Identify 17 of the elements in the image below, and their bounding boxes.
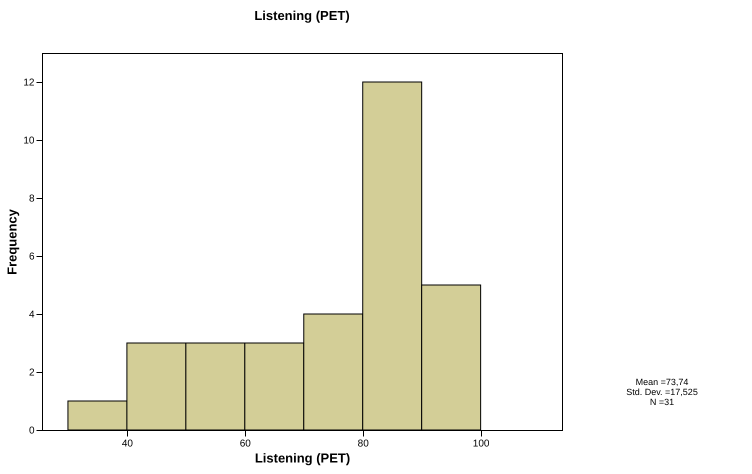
y-tick-label: 4 bbox=[28, 310, 35, 320]
y-tick-label: 8 bbox=[28, 194, 35, 204]
y-axis-title: Frequency bbox=[4, 208, 20, 275]
x-tick-label: 60 bbox=[240, 438, 252, 450]
text: N =31 bbox=[650, 397, 674, 407]
x-tick-label: 100 bbox=[472, 438, 490, 450]
y-tick-label: 2 bbox=[28, 368, 35, 378]
y-tick-label: 10 bbox=[23, 136, 35, 146]
y-tick-label: 0 bbox=[28, 426, 35, 436]
x-tick-label: 80 bbox=[358, 438, 370, 450]
text: Std. Dev. =17,525 bbox=[626, 387, 698, 397]
chart-title: Listening (PET) bbox=[254, 8, 350, 23]
y-tick-label: 12 bbox=[23, 78, 35, 88]
x-axis-title: Listening (PET) bbox=[254, 450, 350, 466]
x-tick-label: 40 bbox=[122, 438, 134, 450]
y-tick-label: 6 bbox=[28, 252, 35, 262]
text: Mean =73,74 bbox=[636, 377, 688, 387]
